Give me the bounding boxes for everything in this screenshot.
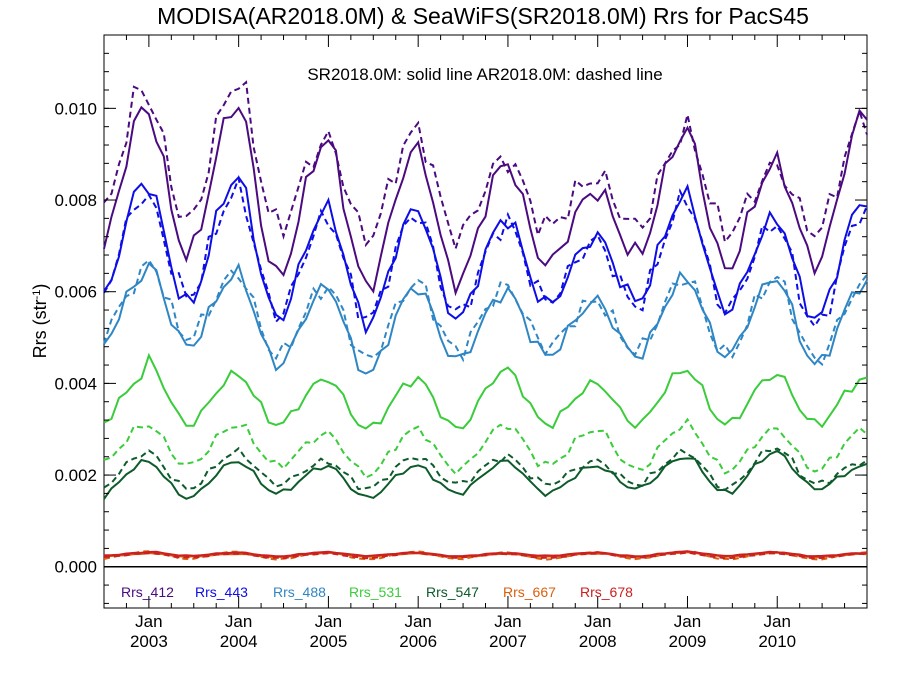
series-line-rrs-678-ar bbox=[103, 551, 868, 560]
x-tick-year: 2004 bbox=[220, 632, 258, 651]
legend-label-rrs-667: Rrs_667 bbox=[503, 584, 556, 600]
series-line-rrs-443-sr bbox=[103, 175, 868, 336]
x-tick-month: Jan bbox=[225, 612, 252, 631]
series-line-rrs-678-sr bbox=[103, 550, 868, 558]
legend-label-rrs-412: Rrs_412 bbox=[121, 584, 174, 600]
y-axis-label-main: Rrs (str bbox=[30, 299, 50, 358]
y-axis-label-superscript: -1 bbox=[31, 290, 43, 300]
series-layer bbox=[103, 80, 868, 561]
legend-label-rrs-547: Rrs_547 bbox=[426, 584, 479, 600]
chart-title: MODISA(AR2018.0M) & SeaWiFS(SR2018.0M) R… bbox=[157, 3, 809, 29]
x-tick-year: 2007 bbox=[489, 632, 527, 651]
x-tick-month: Jan bbox=[674, 612, 701, 631]
x-tick-month: Jan bbox=[135, 612, 162, 631]
x-axis-ticks: Jan2003Jan2004Jan2005Jan2006Jan2007Jan20… bbox=[125, 35, 846, 651]
y-tick-label: 0.000 bbox=[54, 558, 97, 577]
series-line-rrs-488-sr bbox=[103, 261, 868, 375]
x-tick-month: Jan bbox=[315, 612, 342, 631]
legend-label-rrs-531: Rrs_531 bbox=[349, 584, 402, 600]
x-tick-year: 2009 bbox=[669, 632, 707, 651]
legend: Rrs_412 Rrs_443 Rrs_488 Rrs_531 Rrs_547 Rrs_6… bbox=[121, 584, 633, 600]
series-line-rrs-547-sr bbox=[103, 449, 868, 500]
legend-label-rrs-488: Rrs_488 bbox=[273, 584, 326, 600]
x-tick-year: 2008 bbox=[579, 632, 617, 651]
series-line-rrs-531-sr bbox=[103, 352, 868, 430]
series-line-rrs-488-ar bbox=[103, 258, 868, 367]
legend-label-rrs-678: Rrs_678 bbox=[580, 584, 633, 600]
legend-label-rrs-443: Rrs_443 bbox=[195, 584, 248, 600]
y-tick-label: 0.002 bbox=[54, 466, 97, 485]
y-tick-label: 0.006 bbox=[54, 283, 97, 302]
x-tick-year: 2005 bbox=[309, 632, 347, 651]
series-line-rrs-547-ar bbox=[103, 446, 868, 491]
chart-subtitle: SR2018.0M: solid line AR2018.0M: dashed … bbox=[307, 65, 662, 84]
y-axis-label: Rrs (str-1) bbox=[30, 284, 50, 359]
y-axis-ticks: 0.000 0.002 0.004 0.006 0.008 0.010 bbox=[54, 34, 867, 604]
series-line-rrs-412-ar bbox=[103, 80, 868, 253]
y-tick-label: 0.008 bbox=[54, 191, 97, 210]
series-line-rrs-412-sr bbox=[103, 105, 868, 297]
x-tick-month: Jan bbox=[404, 612, 431, 631]
y-tick-label: 0.004 bbox=[54, 374, 97, 393]
x-tick-month: Jan bbox=[764, 612, 791, 631]
x-tick-month: Jan bbox=[584, 612, 611, 631]
series-line-rrs-531-ar bbox=[103, 417, 868, 479]
x-tick-month: Jan bbox=[494, 612, 521, 631]
x-tick-year: 2010 bbox=[758, 632, 796, 651]
plot-frame bbox=[103, 34, 868, 609]
x-tick-year: 2006 bbox=[399, 632, 437, 651]
series-line-rrs-443-ar bbox=[103, 174, 868, 328]
x-tick-year: 2003 bbox=[130, 632, 168, 651]
y-tick-label: 0.010 bbox=[54, 99, 97, 118]
y-axis-label-end: ) bbox=[30, 284, 50, 290]
